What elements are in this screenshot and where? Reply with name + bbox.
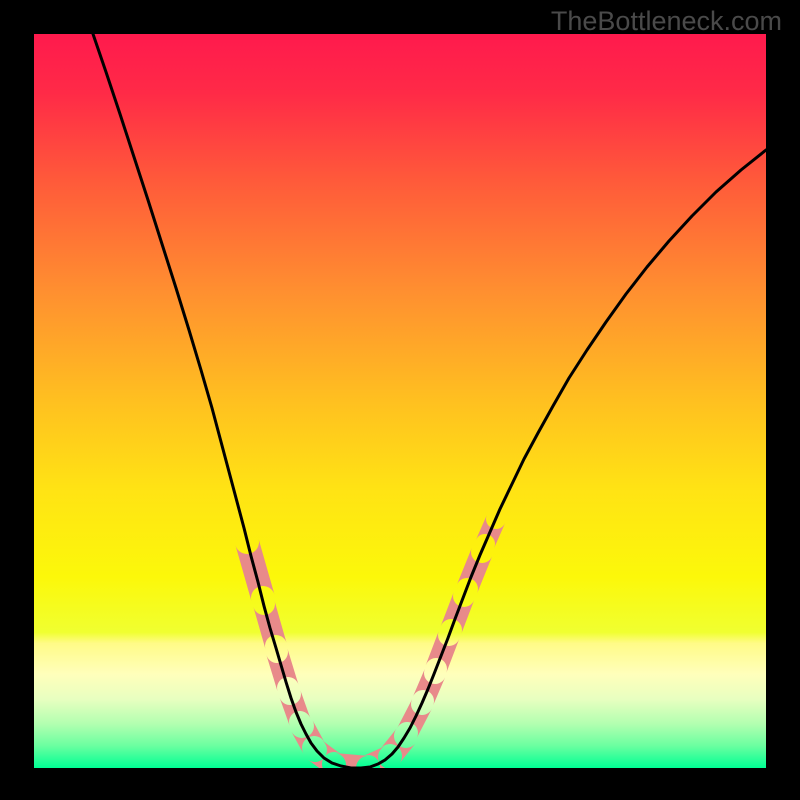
chart-overlay-svg — [0, 0, 800, 800]
watermark-text: TheBottleneck.com — [551, 6, 782, 37]
chart-stage: TheBottleneck.com — [0, 0, 800, 800]
